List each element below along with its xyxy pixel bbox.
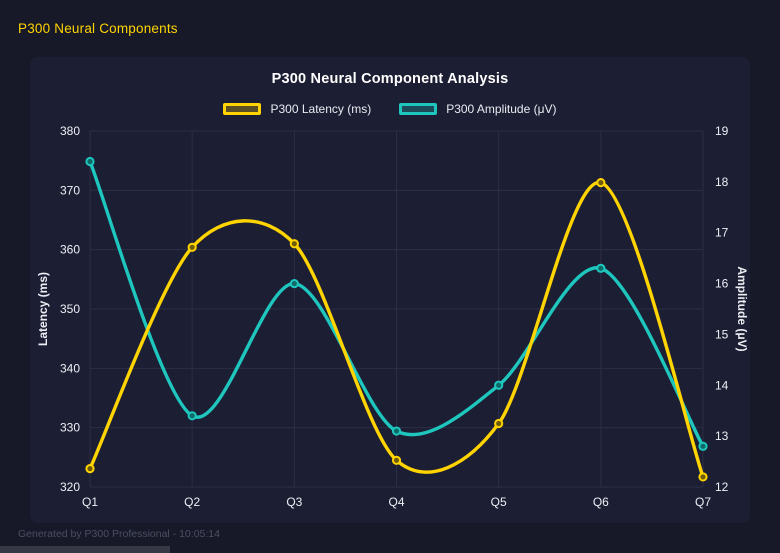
data-point-amplitude[interactable] bbox=[85, 156, 95, 167]
right-axis-tick: 12 bbox=[715, 480, 729, 494]
left-axis-tick: 370 bbox=[60, 183, 80, 197]
data-point-latency[interactable] bbox=[698, 472, 708, 482]
right-axis-tick: 16 bbox=[715, 277, 729, 291]
x-axis-tick: Q6 bbox=[593, 495, 609, 509]
left-axis-tick: 350 bbox=[60, 302, 80, 316]
left-axis-title: Latency (ms) bbox=[36, 272, 50, 346]
legend-label-latency: P300 Latency (ms) bbox=[270, 102, 372, 116]
horizontal-scrollbar-thumb[interactable] bbox=[0, 546, 170, 553]
data-point-amplitude[interactable] bbox=[596, 263, 606, 273]
legend-swatch-latency-icon bbox=[223, 103, 262, 115]
line-chart: 320 330 340 350 360 370 380 12 13 14 15 16 17 18 19 Q1 Q… bbox=[36, 124, 749, 509]
data-point-amplitude[interactable] bbox=[698, 441, 708, 451]
chart-panel: 320 330 340 350 360 370 380 12 13 14 15 16 17 18 19 Q1 Q… bbox=[30, 57, 750, 523]
left-axis-tick: 360 bbox=[60, 243, 80, 257]
right-axis-tick: 18 bbox=[715, 175, 729, 189]
left-axis-tick: 340 bbox=[60, 361, 80, 375]
legend-item-latency[interactable]: P300 Latency (ms) bbox=[223, 102, 371, 116]
data-point-latency[interactable] bbox=[289, 239, 299, 249]
chart-title: P300 Neural Component Analysis bbox=[271, 71, 509, 87]
data-point-amplitude[interactable] bbox=[494, 380, 504, 390]
data-point-latency[interactable] bbox=[85, 464, 95, 474]
right-axis-tick: 13 bbox=[715, 429, 729, 443]
right-axis-tick: 17 bbox=[715, 226, 729, 240]
data-point-amplitude[interactable] bbox=[289, 278, 299, 289]
x-axis-tick: Q2 bbox=[184, 495, 200, 509]
right-axis-title: Amplitude (μV) bbox=[735, 266, 749, 351]
footer-generated-note: Generated by P300 Professional - 10:05:1… bbox=[18, 528, 220, 540]
left-axis-tick: 380 bbox=[60, 124, 80, 138]
data-point-latency[interactable] bbox=[187, 242, 197, 252]
left-axis-tick: 320 bbox=[60, 480, 80, 494]
x-axis-tick: Q3 bbox=[286, 495, 302, 509]
legend-label-amplitude: P300 Amplitude (μV) bbox=[446, 102, 557, 116]
legend-swatch-amplitude-icon bbox=[399, 103, 438, 115]
legend-item-amplitude[interactable]: P300 Amplitude (μV) bbox=[399, 102, 557, 116]
data-point-amplitude[interactable] bbox=[391, 426, 402, 436]
data-point-latency[interactable] bbox=[391, 455, 402, 465]
right-axis-tick: 14 bbox=[715, 378, 729, 392]
x-axis-tick: Q1 bbox=[82, 495, 98, 509]
app-title: P300 Neural Components bbox=[18, 21, 178, 36]
left-axis-tick: 330 bbox=[60, 421, 80, 435]
data-point-latency[interactable] bbox=[596, 178, 606, 188]
right-axis-tick: 19 bbox=[715, 124, 729, 138]
x-axis-tick: Q7 bbox=[695, 495, 711, 509]
right-axis-tick: 15 bbox=[715, 327, 729, 341]
x-axis-tick: Q5 bbox=[491, 495, 507, 509]
data-point-amplitude[interactable] bbox=[187, 411, 197, 421]
data-point-latency[interactable] bbox=[494, 418, 504, 429]
chart-legend: P300 Latency (ms) P300 Amplitude (μV) bbox=[30, 102, 750, 116]
x-axis-tick: Q4 bbox=[388, 495, 404, 509]
